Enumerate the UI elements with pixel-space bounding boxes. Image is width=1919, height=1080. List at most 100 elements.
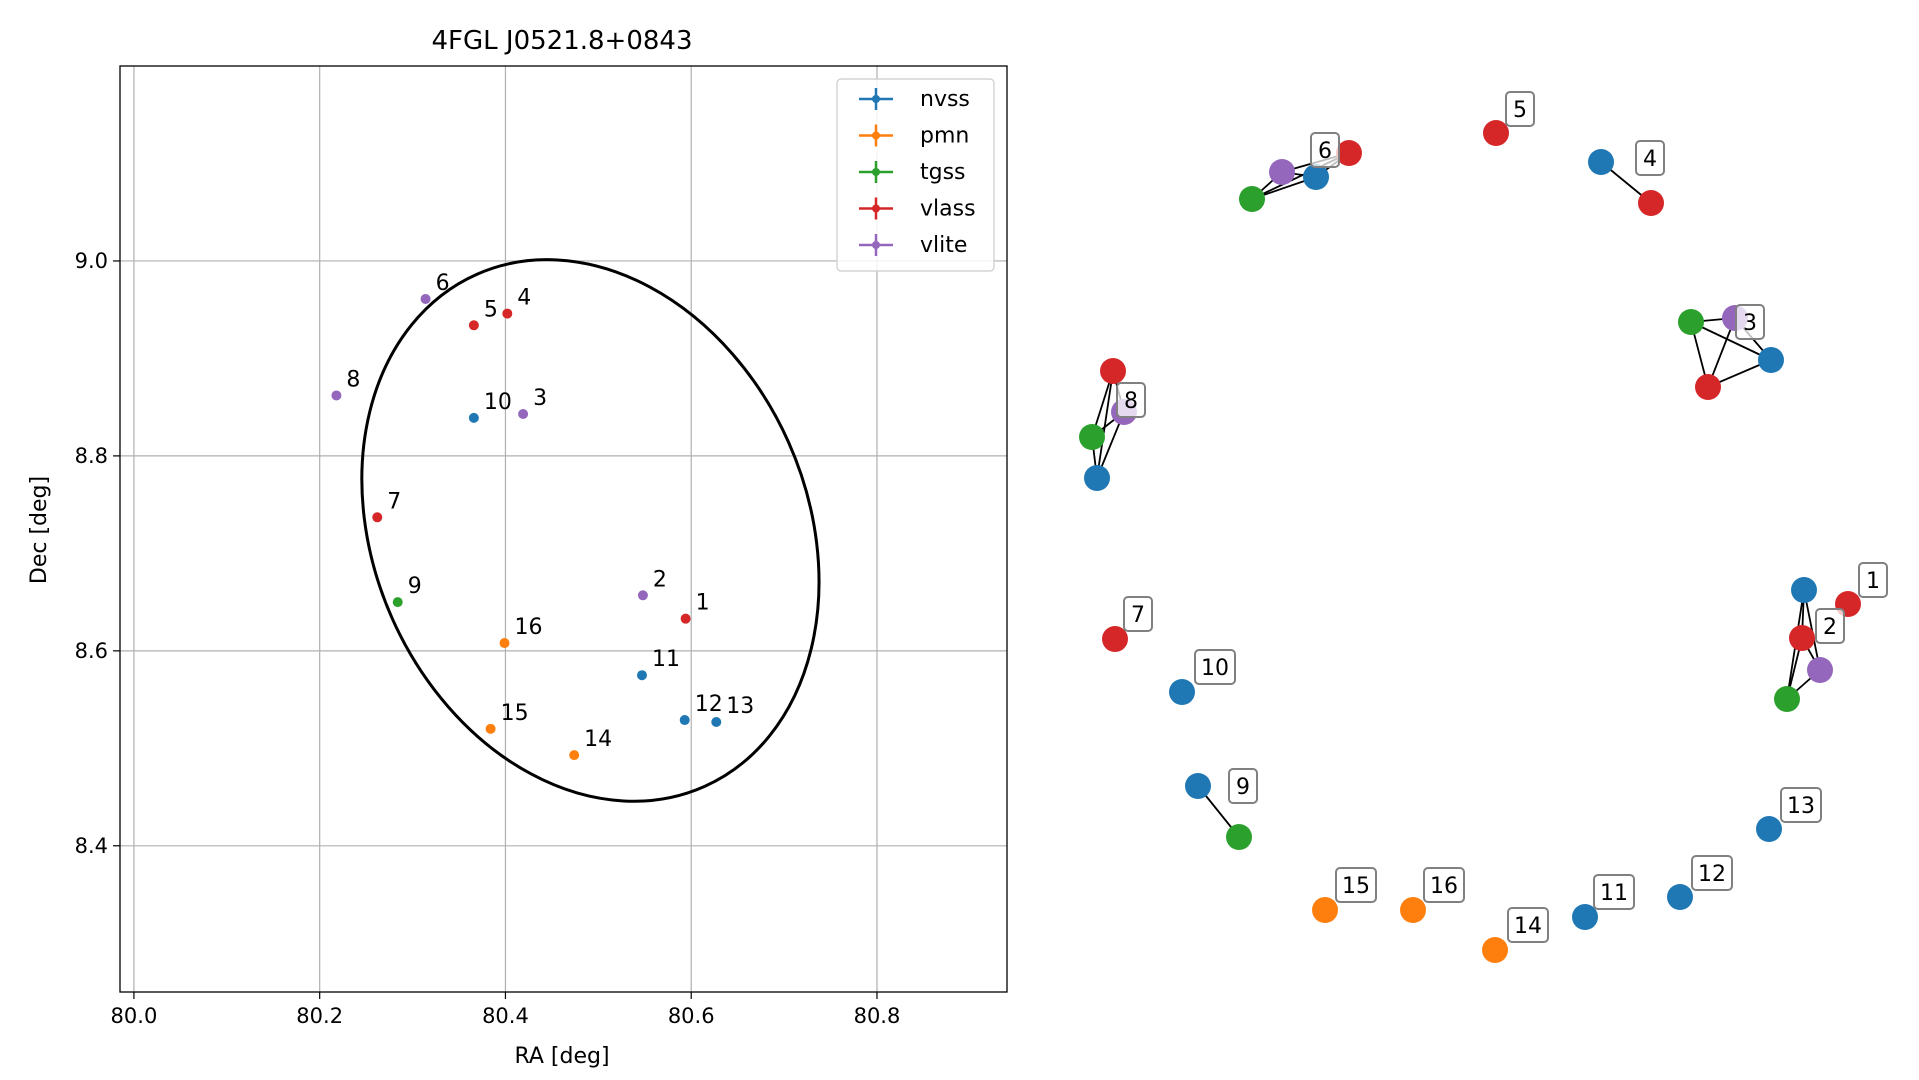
graph-edge	[1096, 370, 1114, 479]
graph-label-text: 3	[1743, 311, 1757, 336]
point-pmn	[499, 638, 510, 649]
graph-label-box	[1691, 855, 1733, 891]
point-label: 5	[484, 297, 498, 322]
x-tick-label: 80.8	[854, 1004, 901, 1028]
graph-label-box	[1423, 867, 1465, 903]
x-tick-label: 80.6	[668, 1004, 715, 1028]
graph-node-vlite	[1807, 657, 1833, 683]
graph-node-tgss	[1774, 686, 1800, 712]
graph-label-box	[1780, 787, 1822, 823]
y-tick-label: 8.4	[75, 834, 108, 858]
y-tick-label: 8.8	[75, 444, 108, 468]
legend-marker	[872, 95, 880, 103]
graph-label-box	[1116, 382, 1146, 418]
point-nvss	[468, 412, 479, 423]
graph-label-box	[1593, 874, 1635, 910]
graph-node-vlass	[1100, 358, 1126, 384]
graph-label-box	[1635, 140, 1665, 176]
graph-label-text: 8	[1124, 389, 1138, 414]
graph-label-box	[1310, 132, 1340, 168]
point-label: 8	[346, 367, 360, 392]
point-label: 13	[726, 694, 754, 719]
graph-label-text: 1	[1866, 569, 1880, 594]
point-label: 16	[515, 615, 543, 640]
point-pmn	[569, 750, 580, 761]
graph-node-vlass	[1102, 626, 1128, 652]
graph-label-text: 5	[1513, 98, 1527, 123]
graph-node-nvss	[1588, 149, 1614, 175]
plot-frame	[119, 65, 1008, 993]
y-axis-label: Dec [deg]	[27, 476, 52, 584]
point-vlass	[680, 613, 691, 624]
graph-node-nvss	[1791, 577, 1817, 603]
point-vlite	[420, 293, 431, 304]
graph-label-text: 10	[1201, 656, 1229, 681]
x-tick-label: 80.4	[482, 1004, 529, 1028]
graph-label-box	[1194, 649, 1236, 685]
point-vlass	[502, 308, 513, 319]
graph-label: 4	[1635, 140, 1665, 176]
point-nvss	[636, 670, 647, 681]
graph-label: 6	[1310, 132, 1340, 168]
point-label: 14	[584, 727, 612, 752]
graph-label-text: 13	[1787, 794, 1815, 819]
graph-label-text: 12	[1698, 862, 1726, 887]
graph-label: 14	[1507, 907, 1549, 943]
legend-box	[836, 78, 995, 272]
graph-label: 9	[1228, 768, 1258, 804]
x-axis-label: RA [deg]	[514, 1044, 609, 1069]
graph-node-nvss	[1572, 904, 1598, 930]
point-vlass	[468, 320, 479, 331]
legend-item-vlite: vlite	[859, 233, 967, 258]
graph-label: 10	[1194, 649, 1236, 685]
graph-label-text: 9	[1236, 775, 1250, 800]
graph-node-nvss	[1756, 816, 1782, 842]
graph-label-box	[1735, 304, 1765, 340]
graph-node-vlass	[1695, 374, 1721, 400]
error-ellipse	[360, 258, 821, 803]
chart-title: 4FGL J0521.8+0843	[432, 26, 693, 56]
point-nvss	[679, 715, 690, 726]
graph-nodes	[1079, 120, 1861, 963]
point-tgss	[392, 597, 403, 608]
legend-item-tgss: tgss	[859, 160, 966, 185]
graph-node-tgss	[1226, 824, 1252, 850]
graph-node-pmn	[1312, 897, 1338, 923]
legend-label: vlass	[920, 197, 976, 222]
graph-label: 8	[1116, 382, 1146, 418]
graph-label: 16	[1423, 867, 1465, 903]
graph-edge	[1690, 321, 1772, 361]
x-axis-ticks: 80.0 80.2 80.4 80.6 80.8	[111, 992, 901, 1028]
graph-node-nvss	[1185, 773, 1211, 799]
graph-label-text: 11	[1600, 881, 1628, 906]
graph-node-nvss	[1303, 164, 1329, 190]
graph-label-box	[1815, 608, 1845, 644]
legend-item-nvss: nvss	[859, 87, 970, 112]
graph-label-text: 7	[1131, 603, 1145, 628]
graph-label-box	[1505, 91, 1535, 127]
graph-label-box	[1123, 596, 1153, 632]
graph-label: 7	[1123, 596, 1153, 632]
point-vlass	[372, 512, 383, 523]
legend-label: vlite	[920, 233, 967, 258]
graph-edges	[1091, 152, 1821, 838]
legend: nvss pmn tgss vlass vlite	[836, 78, 995, 272]
graph-node-tgss	[1079, 424, 1105, 450]
legend-label: tgss	[920, 160, 966, 185]
graph-node-vlite	[1269, 159, 1295, 185]
point-label: 9	[408, 574, 422, 599]
graph-label-text: 14	[1514, 914, 1542, 939]
graph-node-nvss	[1084, 465, 1110, 491]
graph-node-tgss	[1678, 309, 1704, 335]
graph-label: 13	[1780, 787, 1822, 823]
legend-item-pmn: pmn	[859, 124, 969, 149]
graph-node-vlass	[1638, 190, 1664, 216]
point-label: 3	[533, 386, 547, 411]
graph-label-text: 16	[1430, 874, 1458, 899]
y-axis-ticks: 8.4 8.6 8.8 9.0	[75, 249, 120, 858]
graph-label-box	[1507, 907, 1549, 943]
